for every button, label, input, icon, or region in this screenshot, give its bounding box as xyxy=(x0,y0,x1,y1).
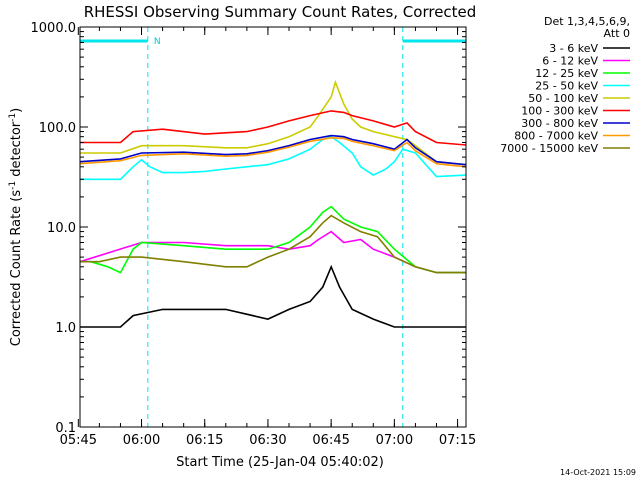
x-axis: 05:45 06:00 06:15 06:30 06:45 07:00 07:15 xyxy=(60,27,476,448)
night-annotation: N xyxy=(154,37,161,47)
night-markers: N xyxy=(79,27,467,427)
legend-label-5: 100 - 300 keV xyxy=(521,105,598,118)
legend-label-2: 12 - 25 keV xyxy=(535,67,598,80)
series-line-3 xyxy=(80,135,467,181)
y-label-sup-1: -1 xyxy=(8,181,18,190)
x-tick-label-2: 06:15 xyxy=(186,433,223,448)
legend-label-7: 800 - 7000 keV xyxy=(514,130,598,143)
legend-label-8: 7000 - 15000 keV xyxy=(500,142,598,155)
y-label-part-main: Corrected Count Rate (s xyxy=(9,190,24,347)
legend-label-6: 300 - 800 keV xyxy=(521,117,598,130)
plot-frame xyxy=(79,26,467,428)
x-tick-label-1: 06:00 xyxy=(123,433,160,448)
y-tick-label-4: 1000.0 xyxy=(31,21,77,36)
series-line-4 xyxy=(80,79,467,166)
series-line-6 xyxy=(79,134,467,166)
x-tick-label-4: 06:45 xyxy=(312,433,349,448)
y-tick-label-1: 1.0 xyxy=(55,321,76,336)
series-line-8 xyxy=(80,214,466,274)
series-line-0 xyxy=(80,264,466,328)
legend-header-line-2: Att 0 xyxy=(604,27,630,40)
x-tick-label-5: 07:00 xyxy=(376,433,413,448)
x-tick-label-0: 05:45 xyxy=(60,433,97,448)
y-tick-label-0: 0.1 xyxy=(55,421,76,436)
y-label-part-mid: detector xyxy=(9,121,24,181)
y-label-part-end: ) xyxy=(9,108,24,113)
y-label-sup-2: -1 xyxy=(8,113,18,122)
series-line-1 xyxy=(79,230,466,274)
series-line-2 xyxy=(80,205,466,274)
y-tick-label-2: 10.0 xyxy=(47,221,76,236)
x-tick-label-6: 07:15 xyxy=(439,433,476,448)
x-tick-label-3: 06:30 xyxy=(249,433,286,448)
legend-label-0: 3 - 6 keV xyxy=(549,42,598,55)
y-tick-label-3: 100.0 xyxy=(39,121,76,136)
series-line-5 xyxy=(80,110,467,146)
series-line-7 xyxy=(79,136,467,168)
legend-label-3: 25 - 50 keV xyxy=(535,80,598,93)
y-axis: 0.1 1.0 10.0 100.0 1000.0 xyxy=(31,21,466,436)
legend-header-line-1: Det 1,3,4,5,6,9, xyxy=(544,15,630,28)
chart-title: RHESSI Observing Summary Count Rates, Co… xyxy=(84,3,477,21)
x-axis-label: Start Time (25-Jan-04 05:40:02) xyxy=(176,455,384,470)
legend-label-4: 50 - 100 keV xyxy=(528,92,598,105)
legend-label-1: 6 - 12 keV xyxy=(542,55,598,68)
footer-date: 14-Oct-2021 15:09 xyxy=(560,468,636,477)
y-axis-label: Corrected Count Rate (s-1 detector-1) xyxy=(8,108,24,346)
series-group xyxy=(79,79,467,328)
